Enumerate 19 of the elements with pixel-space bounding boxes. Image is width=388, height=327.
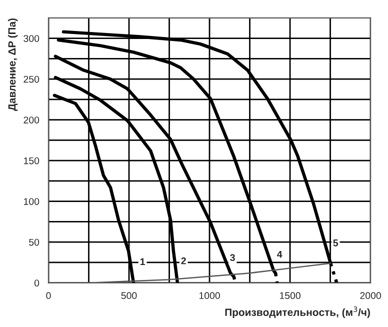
y-tick-label: 100 (24, 198, 40, 205)
x-tick-label: 1000 (199, 292, 220, 300)
y-tick-label: 0 (34, 280, 40, 286)
y-tick-label: 200 (24, 116, 40, 124)
annotation: 5 (333, 240, 338, 246)
annotation: 2 (181, 257, 186, 264)
y-tick-label: 150 (24, 157, 40, 164)
y-tick-label: 300 (24, 35, 40, 42)
x-axis-title: Производительность, (м$^{3}$/ч) (225, 306, 370, 318)
annotation: 3 (230, 254, 235, 262)
x-tick-label: 2000 (360, 292, 381, 300)
x-tick-label: 0 (46, 292, 51, 300)
annotation: 1 (140, 258, 145, 265)
y-tick-label: 250 (24, 76, 40, 83)
y-tick-label: 50 (29, 238, 40, 246)
x-tick-label: 1500 (280, 292, 300, 300)
y-axis-title: Давление, ΔP (Па) (8, 18, 18, 111)
x-tick-label: 500 (121, 292, 137, 300)
annotation: 4 (277, 250, 282, 258)
